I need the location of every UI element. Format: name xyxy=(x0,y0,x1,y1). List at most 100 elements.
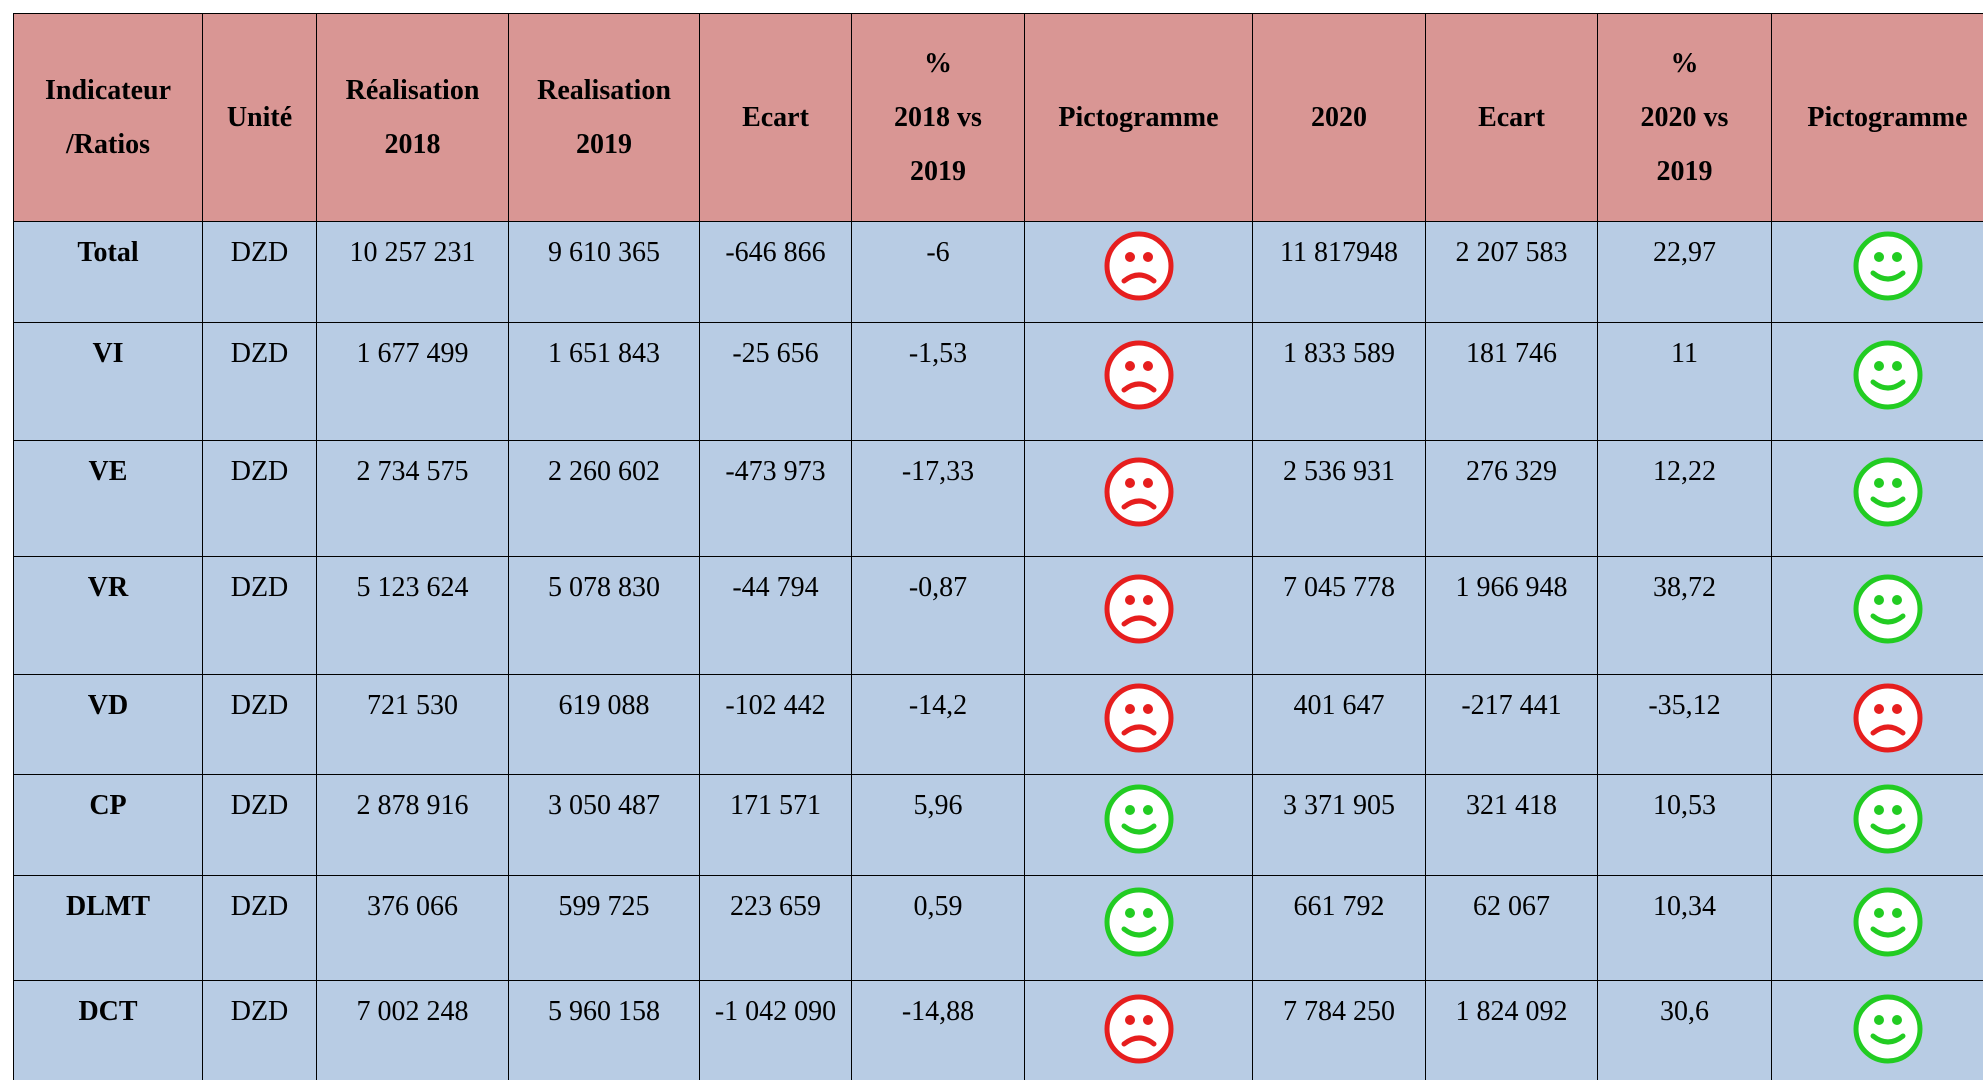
value-cell: 1 966 948 xyxy=(1425,556,1598,675)
value-cell: -35,12 xyxy=(1597,674,1772,775)
pictogram-cell xyxy=(1771,875,1983,981)
header-text: 2019 xyxy=(576,128,632,160)
indicator-cell: DLMT xyxy=(13,875,203,981)
sad-face-icon xyxy=(1104,457,1173,527)
header-text: Pictogramme xyxy=(1807,101,1968,133)
value-cell: DZD xyxy=(202,221,317,323)
indicator-cell: VD xyxy=(13,674,203,775)
header-cell: Indicateur/Ratios xyxy=(13,13,203,222)
data-row: VI DZD 1 677 499 1 651 843 -25 656 -1,53 1 833… xyxy=(13,322,1983,441)
value-cell: 2 878 916 xyxy=(316,774,509,876)
value-cell: -217 441 xyxy=(1425,674,1598,775)
value-cell: 7 784 250 xyxy=(1252,980,1426,1080)
table-body: Total DZD 10 257 231 9 610 365 -646 866 -6 11 … xyxy=(13,221,1983,1080)
value-cell: -17,33 xyxy=(851,440,1025,557)
happy-face-icon xyxy=(1853,457,1922,527)
indicator-cell: DCT xyxy=(13,980,203,1080)
value-cell: -0,87 xyxy=(851,556,1025,675)
table-head: Indicateur/Ratios Unité Réalisation 2018 Rea… xyxy=(13,13,1983,222)
header-cell: Ecart xyxy=(1425,13,1598,222)
pictogram-cell xyxy=(1024,440,1253,557)
header-cell: Realisation 2019 xyxy=(508,13,700,222)
header-text: Réalisation xyxy=(345,74,480,106)
header-text: 2018 vs xyxy=(894,101,982,133)
sad-face-icon xyxy=(1104,683,1173,753)
value-cell: -473 973 xyxy=(699,440,852,557)
value-cell: DZD xyxy=(202,774,317,876)
pictogram-cell xyxy=(1771,221,1983,323)
value-cell: DZD xyxy=(202,440,317,557)
data-row: VE DZD 2 734 575 2 260 602 -473 973 -17,33 2 5… xyxy=(13,440,1983,557)
header-text: 2020 xyxy=(1311,101,1367,133)
indicator-cell: CP xyxy=(13,774,203,876)
header-cell: Unité xyxy=(202,13,317,222)
header-cell: Pictogramme xyxy=(1771,13,1983,222)
sad-face-icon xyxy=(1104,231,1173,300)
value-cell: 7 002 248 xyxy=(316,980,509,1080)
header-text: 2019 xyxy=(1656,155,1713,187)
value-cell: -14,2 xyxy=(851,674,1025,775)
data-row: DCT DZD 7 002 248 5 960 158 -1 042 090 -14,88… xyxy=(13,980,1983,1080)
value-cell: DZD xyxy=(202,322,317,441)
happy-face-icon xyxy=(1853,887,1922,956)
value-cell: -25 656 xyxy=(699,322,852,441)
value-cell: 376 066 xyxy=(316,875,509,981)
value-cell: 10 257 231 xyxy=(316,221,509,323)
pictogram-cell xyxy=(1024,221,1253,323)
value-cell: 30,6 xyxy=(1597,980,1772,1080)
pictogram-cell xyxy=(1771,556,1983,675)
pictogram-cell xyxy=(1024,674,1253,775)
header-cell: Réalisation 2018 xyxy=(316,13,509,222)
value-cell: 22,97 xyxy=(1597,221,1772,323)
value-cell: 5,96 xyxy=(851,774,1025,876)
header-text: % xyxy=(1670,47,1699,79)
value-cell: 0,59 xyxy=(851,875,1025,981)
header-text: Ecart xyxy=(742,101,809,133)
value-cell: 11 817948 xyxy=(1252,221,1426,323)
value-cell: 321 418 xyxy=(1425,774,1598,876)
value-cell: 1 677 499 xyxy=(316,322,509,441)
value-cell: 2 207 583 xyxy=(1425,221,1598,323)
value-cell: -44 794 xyxy=(699,556,852,675)
value-cell: 661 792 xyxy=(1252,875,1426,981)
happy-face-icon xyxy=(1853,340,1922,410)
value-cell: 38,72 xyxy=(1597,556,1772,675)
value-cell: 171 571 xyxy=(699,774,852,876)
value-cell: DZD xyxy=(202,980,317,1080)
happy-face-icon xyxy=(1104,784,1173,853)
indicator-cell: VR xyxy=(13,556,203,675)
pictogram-cell xyxy=(1771,440,1983,557)
value-cell: 9 610 365 xyxy=(508,221,700,323)
indicator-cell: VI xyxy=(13,322,203,441)
pictogram-cell xyxy=(1771,674,1983,775)
data-row: VD DZD 721 530 619 088 -102 442 -14,2 401 647-… xyxy=(13,674,1983,775)
value-cell: -1,53 xyxy=(851,322,1025,441)
header-cell: Ecart xyxy=(699,13,852,222)
table: Indicateur/Ratios Unité Réalisation 2018 Rea… xyxy=(13,13,1983,1080)
header-text: Unité xyxy=(226,101,293,133)
sad-face-icon xyxy=(1104,574,1173,644)
pictogram-cell xyxy=(1024,875,1253,981)
value-cell: 10,34 xyxy=(1597,875,1772,981)
pictogram-cell xyxy=(1771,980,1983,1080)
value-cell: -646 866 xyxy=(699,221,852,323)
table-wrap: Indicateur/Ratios Unité Réalisation 2018 Rea… xyxy=(13,13,1983,1080)
header-text: % xyxy=(924,47,952,79)
happy-face-icon xyxy=(1853,994,1922,1063)
indicator-cell: Total xyxy=(13,221,203,323)
header-text: Pictogramme xyxy=(1058,101,1219,133)
value-cell: 401 647 xyxy=(1252,674,1426,775)
value-cell: 3 371 905 xyxy=(1252,774,1426,876)
value-cell: 11 xyxy=(1597,322,1772,441)
header-cell: 2020 xyxy=(1252,13,1426,222)
value-cell: 2 260 602 xyxy=(508,440,700,557)
indicator-cell: VE xyxy=(13,440,203,557)
header-cell: % 2018 vs 2019 xyxy=(851,13,1025,222)
happy-face-icon xyxy=(1853,574,1922,644)
header-cell: Pictogramme xyxy=(1024,13,1253,222)
sad-face-icon xyxy=(1104,994,1173,1063)
sad-face-icon xyxy=(1853,683,1922,753)
data-row: Total DZD 10 257 231 9 610 365 -646 866 -6 11 … xyxy=(13,221,1983,323)
header-text: /Ratios xyxy=(66,128,150,160)
